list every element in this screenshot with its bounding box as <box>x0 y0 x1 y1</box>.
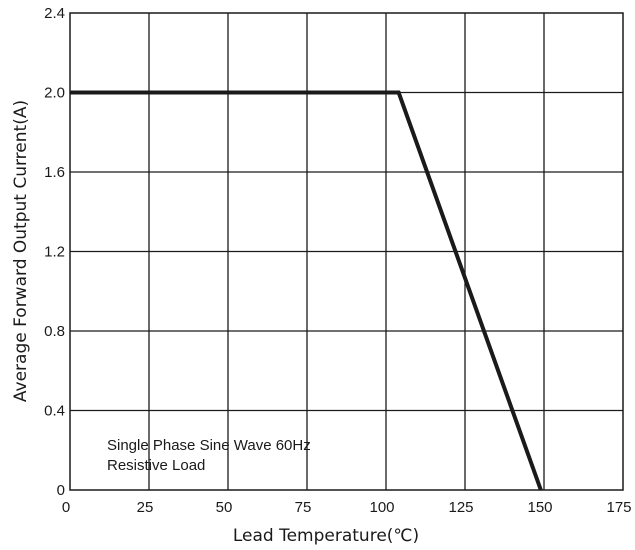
x-axis-label: Lead Temperature(℃) <box>233 526 419 546</box>
y-tick-label: 2.4 <box>44 5 65 22</box>
x-tick-label: 125 <box>448 499 473 516</box>
x-tick-label: 25 <box>137 499 154 516</box>
y-tick-label: 0.8 <box>44 323 65 340</box>
y-tick-label: 0.4 <box>44 403 65 420</box>
y-tick-label: 0 <box>57 482 65 499</box>
y-tick-label: 2.0 <box>44 85 65 102</box>
x-tick-label: 75 <box>295 499 312 516</box>
x-tick-label: 150 <box>527 499 552 516</box>
y-axis-ticks: 0 0.4 0.8 1.2 1.6 2.0 2.4 <box>44 5 65 499</box>
x-axis-ticks: 0 25 50 75 100 125 150 175 <box>62 499 632 516</box>
y-tick-label: 1.6 <box>44 164 65 181</box>
x-tick-label: 50 <box>216 499 233 516</box>
series-line <box>70 90 543 491</box>
annotation-line-2: Resistive Load <box>107 457 205 474</box>
x-tick-label: 100 <box>369 499 394 516</box>
annotation-line-1: Single Phase Sine Wave 60Hz <box>107 437 311 454</box>
y-axis-label: Average Forward Output Current(A) <box>11 100 31 402</box>
x-tick-label: 175 <box>606 499 631 516</box>
x-tick-label: 0 <box>62 499 70 516</box>
grid <box>70 13 623 490</box>
plot-frame <box>69 12 624 491</box>
y-tick-label: 1.2 <box>44 244 65 261</box>
